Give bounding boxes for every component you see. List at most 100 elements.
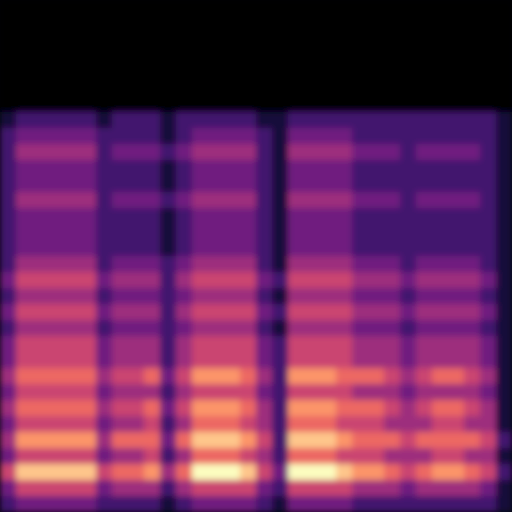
cell (0, 448, 17, 465)
cell (240, 384, 257, 401)
cell (192, 368, 209, 385)
cell (368, 32, 385, 49)
cell (480, 96, 497, 113)
cell (96, 80, 113, 97)
cell (224, 448, 241, 465)
cell (400, 288, 417, 305)
cell (416, 224, 433, 241)
cell (320, 416, 337, 433)
cell (336, 320, 353, 337)
cell (192, 384, 209, 401)
cell (288, 64, 305, 81)
cell (240, 176, 257, 193)
cell (448, 32, 465, 49)
cell (224, 496, 241, 512)
cell (176, 496, 193, 512)
cell (32, 304, 49, 321)
cell (400, 320, 417, 337)
cell (160, 400, 177, 417)
cell (400, 32, 417, 49)
cell (288, 288, 305, 305)
cell (224, 480, 241, 497)
cell (480, 80, 497, 97)
cell (240, 336, 257, 353)
cell (288, 160, 305, 177)
cell (112, 416, 129, 433)
cell (32, 192, 49, 209)
cell (144, 480, 161, 497)
cell (240, 0, 257, 17)
cell (112, 432, 129, 449)
cell (496, 16, 512, 33)
cell (480, 464, 497, 481)
cell (48, 80, 65, 97)
cell (336, 256, 353, 273)
cell (176, 368, 193, 385)
cell (160, 192, 177, 209)
cell (368, 160, 385, 177)
cell (320, 224, 337, 241)
cell (384, 496, 401, 512)
cell (96, 160, 113, 177)
cell (304, 32, 321, 49)
cell (432, 384, 449, 401)
cell (224, 240, 241, 257)
cell (208, 240, 225, 257)
cell (64, 368, 81, 385)
cell (448, 400, 465, 417)
cell (384, 160, 401, 177)
cell (112, 112, 129, 129)
cell (496, 32, 512, 49)
cell (0, 160, 17, 177)
cell (304, 240, 321, 257)
cell (480, 416, 497, 433)
cell (176, 320, 193, 337)
cell (96, 256, 113, 273)
cell (192, 16, 209, 33)
cell (352, 96, 369, 113)
cell (16, 80, 33, 97)
cell (80, 240, 97, 257)
cell (400, 384, 417, 401)
cell (432, 16, 449, 33)
cell (432, 320, 449, 337)
cell (464, 128, 481, 145)
cell (48, 48, 65, 65)
cell (400, 128, 417, 145)
cell (464, 400, 481, 417)
cell (480, 496, 497, 512)
cell (144, 400, 161, 417)
cell (176, 80, 193, 97)
cell (160, 352, 177, 369)
cell (224, 432, 241, 449)
cell (496, 384, 512, 401)
cell (448, 384, 465, 401)
cell (336, 336, 353, 353)
cell (400, 0, 417, 17)
cell (400, 304, 417, 321)
cell (480, 400, 497, 417)
cell (48, 160, 65, 177)
cell (272, 256, 289, 273)
cell (144, 288, 161, 305)
cell (304, 0, 321, 17)
cell (400, 464, 417, 481)
cell (128, 0, 145, 17)
cell (16, 304, 33, 321)
cell (160, 48, 177, 65)
cell (208, 368, 225, 385)
cell (128, 16, 145, 33)
cell (176, 16, 193, 33)
cell (384, 352, 401, 369)
cell (48, 64, 65, 81)
cell (352, 80, 369, 97)
cell (304, 496, 321, 512)
cell (224, 336, 241, 353)
cell (32, 96, 49, 113)
cell (224, 128, 241, 145)
cell (208, 416, 225, 433)
cell (352, 384, 369, 401)
cell (256, 144, 273, 161)
cell (112, 96, 129, 113)
cell (352, 16, 369, 33)
